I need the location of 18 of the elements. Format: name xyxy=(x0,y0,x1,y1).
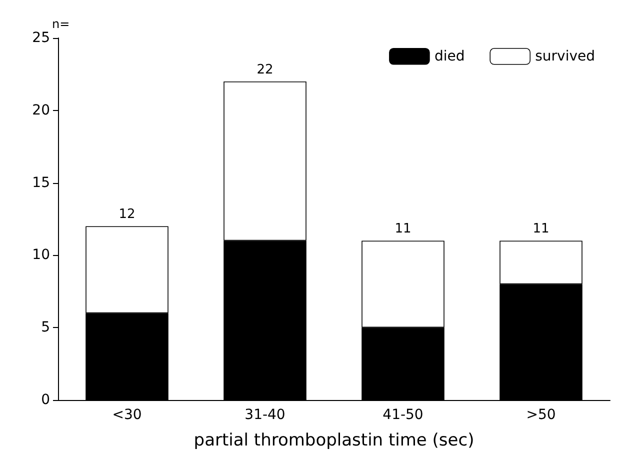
x-tick-label: 41-50 xyxy=(382,407,424,423)
total-label: 12 xyxy=(118,207,136,222)
y-tick-label: 5 xyxy=(41,320,50,336)
x-axis-title: partial thromboplastin time (sec) xyxy=(194,430,474,450)
y-tick-label: 15 xyxy=(32,174,50,191)
y-tick-label: 10 xyxy=(32,247,50,264)
y-tick-label: 25 xyxy=(32,30,50,46)
legend-label: died xyxy=(434,48,465,64)
total-label: 11 xyxy=(532,222,550,237)
x-tick-label: 31-40 xyxy=(244,407,286,423)
total-label: 22 xyxy=(256,62,274,78)
legend-label: survived xyxy=(535,48,596,64)
x-tick-label: <30 xyxy=(112,407,142,423)
y-tick-label: 20 xyxy=(32,102,50,118)
total-label: 11 xyxy=(394,222,412,237)
y-axis-title: n= xyxy=(52,17,70,31)
x-tick-label: >50 xyxy=(526,407,556,423)
y-tick-label: 0 xyxy=(41,392,50,408)
